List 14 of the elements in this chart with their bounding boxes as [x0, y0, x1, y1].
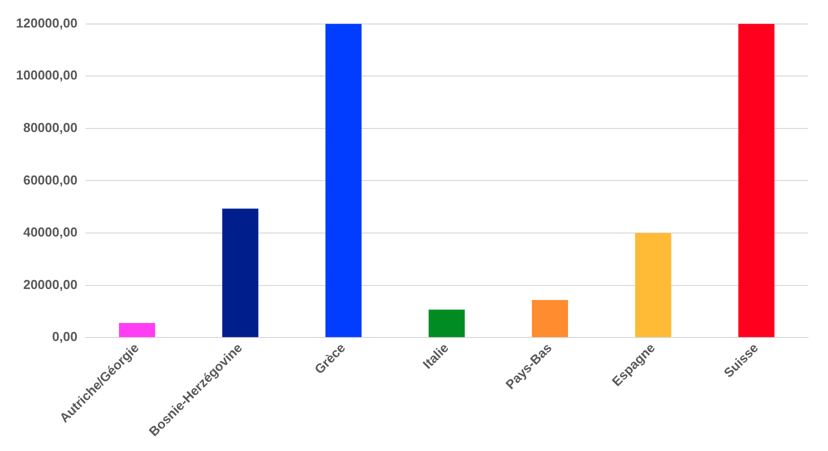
bar: [532, 300, 568, 338]
bar: [222, 208, 258, 338]
y-tick-label: 60000,00: [23, 172, 78, 188]
y-tick-label: 0,00: [52, 329, 78, 344]
y-tick-label: 20000,00: [23, 276, 78, 292]
y-tick-label: 100000,00: [16, 68, 78, 83]
bar: [428, 310, 465, 338]
bar: [738, 24, 774, 338]
y-tick-label: 80000,00: [23, 120, 78, 135]
bar: [119, 322, 156, 338]
y-tick-label: 40000,00: [23, 224, 78, 240]
y-tick-label: 120000,00: [16, 15, 78, 30]
bar: [635, 233, 672, 338]
bar: [325, 24, 362, 338]
